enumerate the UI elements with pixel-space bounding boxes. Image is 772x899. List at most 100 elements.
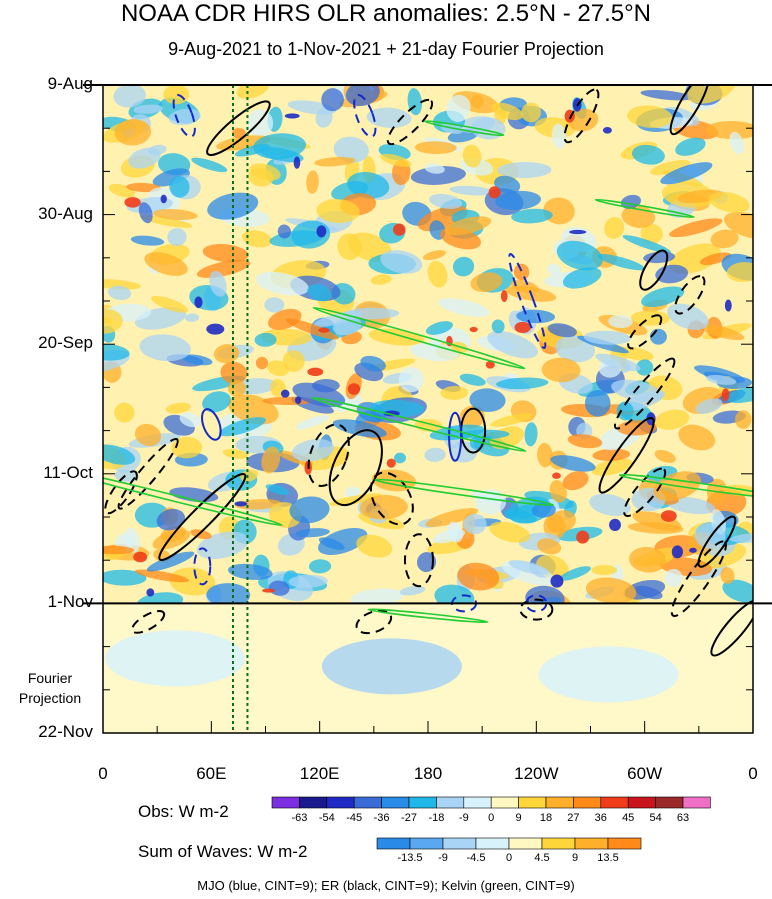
- waves-colorbar-swatch: [376, 837, 411, 850]
- er-contour: [355, 609, 393, 635]
- er-contour: [117, 437, 179, 510]
- obs-colorbar-swatch: [655, 796, 684, 809]
- obs-colorbar-tick-label: -54: [318, 812, 335, 824]
- obs-colorbar-swatch: [408, 796, 437, 809]
- x-tick-label: 120W: [514, 764, 559, 783]
- waves-colorbar-tick-label: 9: [571, 852, 579, 864]
- y-tick-label: 20-Sep: [38, 333, 93, 353]
- kelvin-contour: [423, 120, 505, 137]
- kelvin-contour: [103, 470, 283, 527]
- waves-colorbar-tick-label: 13.5: [597, 852, 619, 864]
- obs-colorbar-tick-label: 0: [488, 812, 495, 824]
- er-contour: [697, 515, 737, 568]
- obs-colorbar-swatch: [326, 796, 355, 809]
- wave-contours: [103, 85, 753, 733]
- er-contour: [386, 98, 434, 146]
- obs-colorbar-swatch: [682, 796, 711, 809]
- er-contour: [613, 357, 676, 430]
- obs-colorbar-swatch: [271, 796, 300, 809]
- obs-colorbar-swatch: [600, 796, 629, 809]
- er-contour: [369, 471, 414, 526]
- obs-colorbar-swatch: [490, 796, 519, 809]
- projection-label-line2: Projection: [18, 690, 82, 706]
- obs-colorbar-tick-label: 45: [622, 812, 635, 824]
- er-contour: [104, 470, 138, 515]
- obs-colorbar-tick-label: 27: [567, 812, 580, 824]
- obs-colorbar-swatch: [463, 796, 492, 809]
- projection-label-line1: Fourier: [27, 670, 73, 686]
- waves-colorbar-swatch: [409, 837, 444, 850]
- obs-colorbar-tick-label: -36: [373, 812, 390, 824]
- waves-colorbar-tick-label: 4.5: [534, 852, 550, 864]
- obs-colorbar-swatch: [299, 796, 328, 809]
- obs-colorbar-tick-label: -45: [346, 812, 363, 824]
- er-contour: [403, 533, 434, 588]
- obs-colorbar-swatch: [627, 796, 656, 809]
- x-tick-label: 0: [98, 764, 108, 783]
- observed-field: [103, 85, 753, 604]
- obs-colorbar-swatch: [518, 796, 547, 809]
- er-contour: [131, 610, 166, 634]
- obs-colorbar-tick-label: 36: [594, 812, 607, 824]
- obs-colorbar-tick-label: -27: [401, 812, 417, 824]
- obs-colorbar-swatch: [545, 796, 574, 809]
- projection-label: Fourier Projection: [0, 668, 100, 708]
- er-contour: [669, 85, 710, 136]
- obs-colorbar-tick-label: -18: [428, 812, 445, 824]
- x-tick-label: 60W: [627, 764, 663, 783]
- obs-colorbar-tick-label: -9: [458, 812, 469, 824]
- mjo-contour: [201, 408, 222, 441]
- er-contour: [206, 100, 271, 157]
- er-contour: [519, 598, 554, 621]
- mjo-contour: [448, 411, 463, 462]
- er-contour: [598, 416, 655, 494]
- obs-colorbar-tick-label: 63: [676, 812, 690, 824]
- y-tick-label: 22-Nov: [38, 722, 93, 741]
- chart-title: NOAA CDR HIRS OLR anomalies: 2.5°N - 27.…: [120, 0, 652, 27]
- chart-subtitle: 9-Aug-2021 to 1-Nov-2021 + 21-day Fourie…: [168, 39, 604, 59]
- colorbars: [271, 796, 711, 850]
- obs-colorbar-swatch: [381, 796, 410, 809]
- kelvin-contour: [618, 473, 753, 499]
- kelvin-contour: [311, 396, 527, 452]
- wave-legend: MJO (blue, CINT=9); ER (black, CINT=9); …: [197, 878, 575, 893]
- er-contour: [158, 472, 247, 562]
- mjo-contour: [193, 547, 212, 586]
- obs-colorbar-swatch: [436, 796, 465, 809]
- waves-colorbar-swatch: [541, 837, 576, 850]
- mjo-contour: [508, 252, 547, 350]
- waves-colorbar-swatch: [475, 837, 510, 850]
- waves-colorbar-tick-label: -4.5: [466, 852, 486, 864]
- er-contour: [627, 314, 663, 350]
- x-tick-label: 0: [748, 764, 758, 783]
- kelvin-contour: [312, 306, 526, 370]
- er-contour: [623, 467, 667, 518]
- er-contour: [563, 88, 600, 144]
- kelvin-contour: [374, 478, 555, 506]
- olr-anomaly-field: [103, 85, 753, 733]
- plot-frame: [83, 84, 772, 734]
- obs-colorbar-tick-label: 9: [515, 812, 522, 824]
- obs-colorbar-tick-label: 18: [539, 812, 553, 824]
- waves-colorbar-tick-label: -9: [438, 852, 448, 864]
- y-tick-label: 9-Aug: [47, 74, 93, 93]
- mjo-contour: [353, 94, 377, 138]
- waves-colorbar-tick-label: -13.5: [397, 852, 423, 864]
- obs-colorbar-swatch: [353, 796, 382, 809]
- waves-colorbar-swatch: [442, 837, 477, 850]
- obs-colorbar-tick-label: -63: [291, 812, 308, 824]
- mjo-contour: [172, 94, 196, 138]
- y-tick-label: 30-Aug: [38, 203, 93, 223]
- y-tick-label: 11-Oct: [43, 462, 93, 482]
- er-contour: [639, 249, 669, 291]
- waves-colorbar-tick-label: 0: [505, 852, 513, 864]
- waves-colorbar-swatch: [574, 837, 609, 850]
- obs-colorbar-tick-label: 54: [649, 812, 662, 824]
- x-tick-label: 120E: [299, 764, 340, 783]
- kelvin-contour: [367, 608, 489, 624]
- waves-colorbar-swatch: [508, 837, 543, 850]
- waves-colorbar-title: Sum of Waves: W m-2: [138, 842, 308, 861]
- x-tick-label: 180: [413, 764, 443, 783]
- er-contour: [710, 599, 753, 657]
